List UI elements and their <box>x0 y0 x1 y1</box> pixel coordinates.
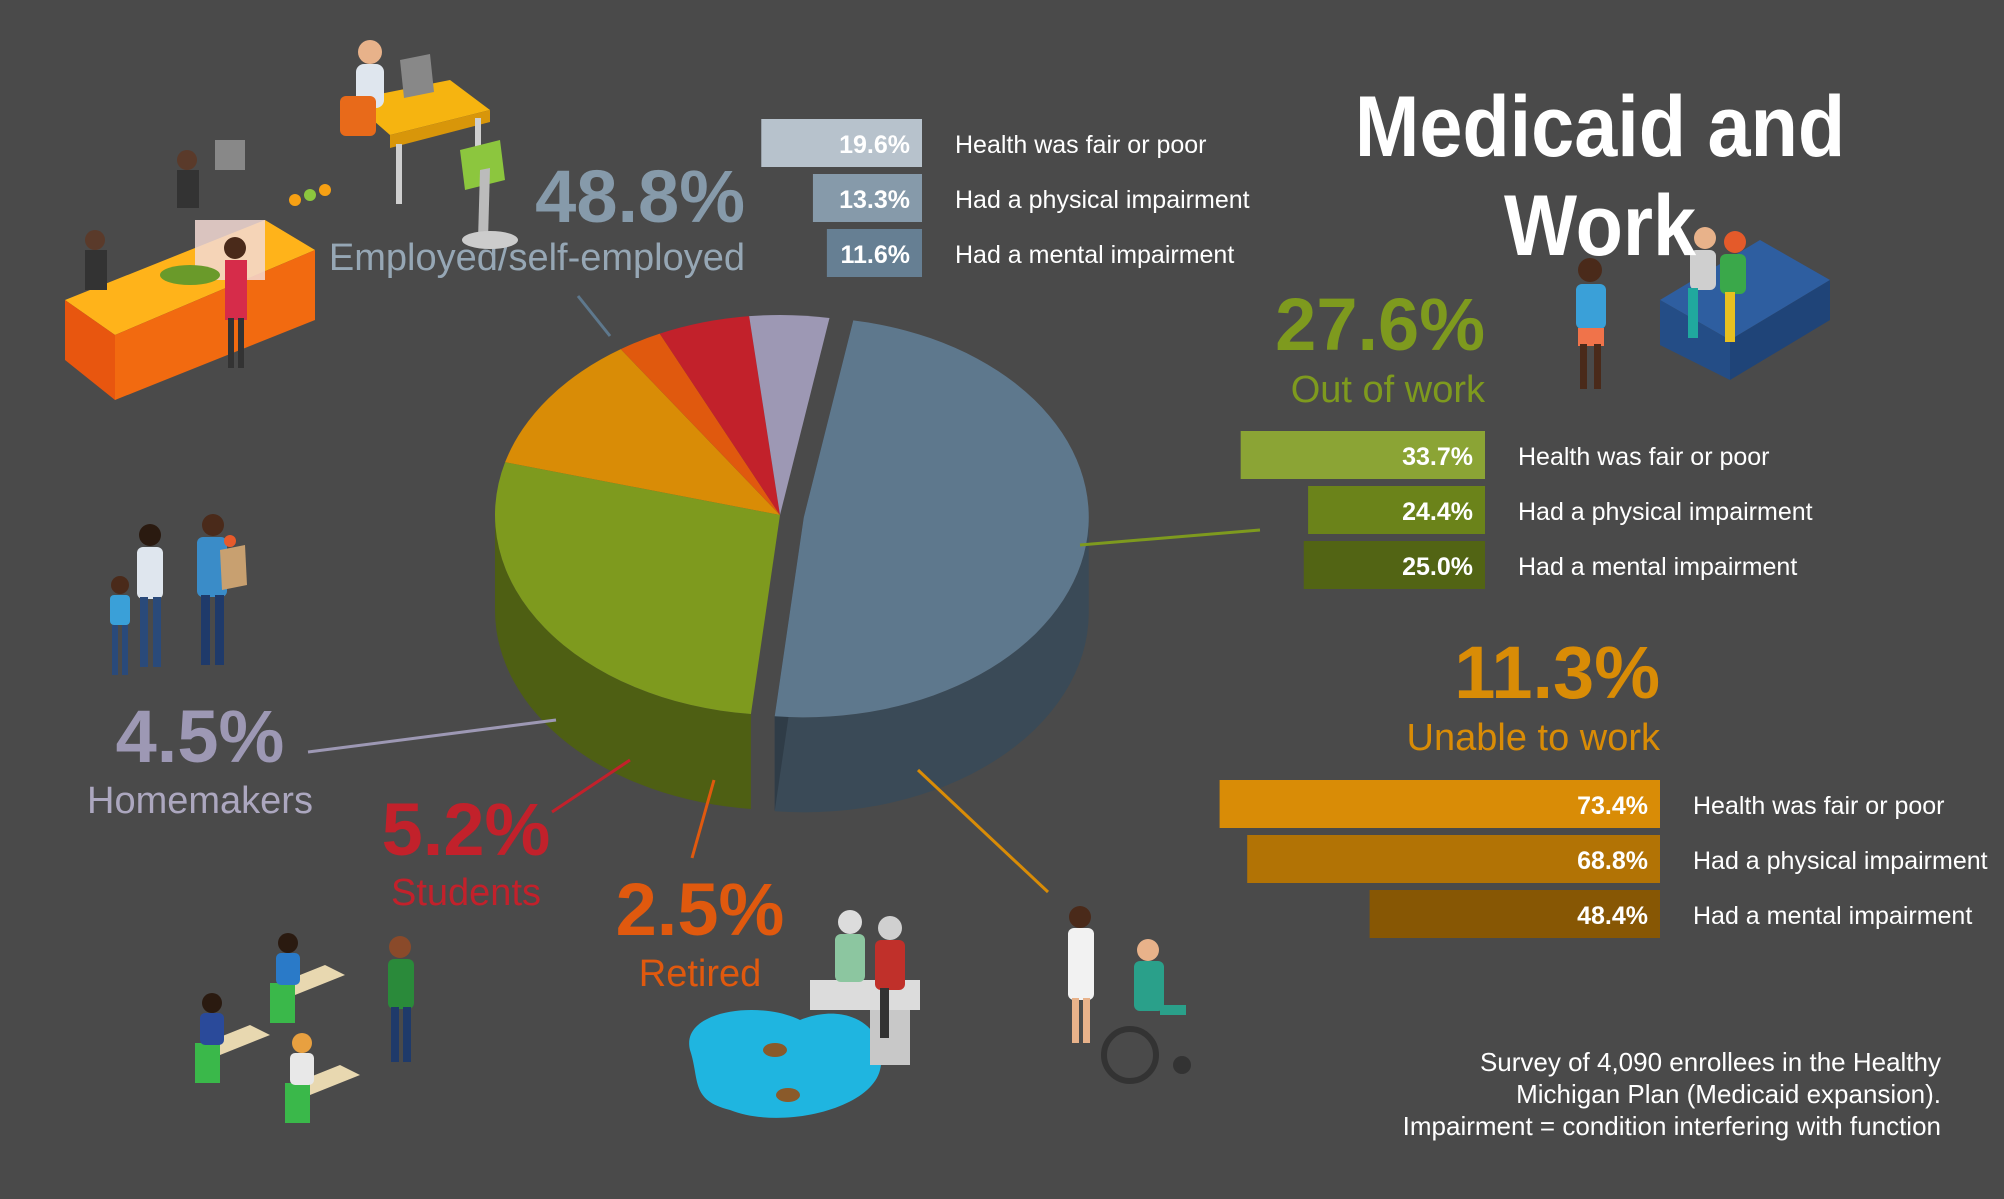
leader-line-students <box>551 758 631 814</box>
detail-value-employed-3: 11.6% <box>840 241 910 269</box>
pie-slice-out-of-work <box>494 462 780 714</box>
value-label-retired: 2.5% <box>616 868 785 951</box>
detail-label-out-of-work-1: Health was fair or poor <box>1518 443 1770 471</box>
detail-value-unable-to-work-1: 73.4% <box>1577 792 1648 820</box>
leader-line-homemakers <box>307 718 557 754</box>
category-label-out-of-work: Out of work <box>1291 369 1486 411</box>
leader-line-out-of-work <box>1079 528 1261 547</box>
leader-lines <box>307 295 1261 894</box>
pie-side-employed <box>774 517 1089 813</box>
detail-value-out-of-work-1: 33.7% <box>1402 443 1473 471</box>
detail-bar-out-of-work-1 <box>1240 431 1485 479</box>
detail-bar-employed-3 <box>826 229 922 277</box>
pie-slice-unable-to-work <box>505 349 780 515</box>
detail-bar-out-of-work-3 <box>1303 541 1485 589</box>
page-title: Medicaid and Work <box>1354 79 1846 274</box>
pie-slice-retired <box>620 333 780 515</box>
detail-label-unable-to-work-2: Had a physical impairment <box>1693 847 1988 875</box>
leader-line-unable-to-work <box>916 768 1050 894</box>
office-worker-icon <box>340 40 518 249</box>
value-label-homemakers: 4.5% <box>116 695 285 778</box>
nurse-wheelchair-icon <box>1068 906 1191 1084</box>
detail-bars: 19.6% Health was fair or poor 13.3% Had a p… <box>761 119 1988 938</box>
pie-side-out-of-work <box>495 515 751 809</box>
detail-label-unable-to-work-1: Health was fair or poor <box>1693 792 1945 820</box>
survey-note-line-1: Survey of 4,090 enrollees in the Healthy <box>1479 1047 1941 1077</box>
value-label-unable-to-work: 11.3% <box>1454 631 1660 714</box>
detail-value-out-of-work-2: 24.4% <box>1402 498 1473 526</box>
detail-value-unable-to-work-2: 68.8% <box>1577 847 1648 875</box>
detail-bar-unable-to-work-3 <box>1369 890 1660 938</box>
detail-bar-employed-1 <box>761 119 922 167</box>
detail-label-employed-1: Health was fair or poor <box>955 131 1207 159</box>
pie-chart <box>494 315 1089 813</box>
value-label-employed: 48.8% <box>535 155 745 238</box>
detail-label-employed-3: Had a mental impairment <box>955 241 1234 269</box>
pie-slice-employed <box>774 320 1089 718</box>
category-label-homemakers: Homemakers <box>87 780 313 822</box>
detail-bar-employed-2 <box>812 174 922 222</box>
category-label-unable-to-work: Unable to work <box>1407 717 1661 759</box>
value-label-out-of-work: 27.6% <box>1275 283 1485 366</box>
detail-label-out-of-work-2: Had a physical impairment <box>1518 498 1813 526</box>
detail-value-out-of-work-3: 25.0% <box>1402 553 1473 581</box>
family-shopping-icon <box>110 514 247 675</box>
survey-note: Survey of 4,090 enrollees in the Healthy… <box>1221 1046 1941 1142</box>
category-label-retired: Retired <box>639 953 762 995</box>
value-label-students: 5.2% <box>382 788 551 871</box>
detail-bar-unable-to-work-1 <box>1219 780 1660 828</box>
leader-line-retired <box>690 779 716 859</box>
category-labels: 48.8%Employed/self-employed 27.6%Out of w… <box>87 155 1661 995</box>
category-label-students: Students <box>391 872 541 914</box>
retired-couple-pond-icon <box>689 910 920 1118</box>
detail-value-employed-2: 13.3% <box>839 186 910 214</box>
survey-note-line-2: Michigan Plan (Medicaid expansion). <box>1516 1079 1941 1109</box>
leader-line-employed <box>576 295 612 337</box>
pie-slice-homemakers <box>749 315 830 515</box>
detail-label-employed-2: Had a physical impairment <box>955 186 1250 214</box>
pie-slice-students <box>659 316 780 515</box>
survey-note-line-3: Impairment = condition interfering with … <box>1402 1111 1941 1141</box>
detail-label-unable-to-work-3: Had a mental impairment <box>1693 902 1972 930</box>
detail-value-employed-1: 19.6% <box>839 131 910 159</box>
cafe-counter-icon <box>65 140 331 400</box>
couple-on-sofa-icon <box>1576 227 1830 389</box>
detail-bar-unable-to-work-2 <box>1247 835 1660 883</box>
category-label-employed: Employed/self-employed <box>329 237 745 279</box>
detail-label-out-of-work-3: Had a mental impairment <box>1518 553 1797 581</box>
students-desks-icon <box>195 933 414 1123</box>
detail-bar-out-of-work-2 <box>1308 486 1485 534</box>
detail-value-unable-to-work-3: 48.4% <box>1577 902 1648 930</box>
